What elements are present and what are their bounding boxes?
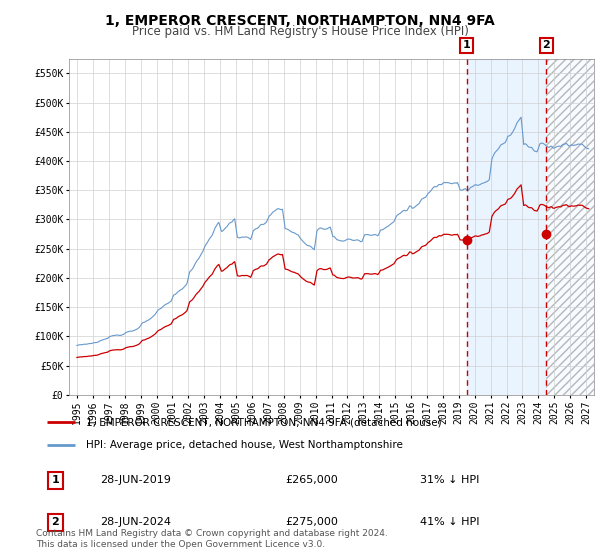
Text: 31% ↓ HPI: 31% ↓ HPI: [421, 475, 479, 485]
Text: 28-JUN-2019: 28-JUN-2019: [100, 475, 171, 485]
Text: HPI: Average price, detached house, West Northamptonshire: HPI: Average price, detached house, West…: [86, 440, 403, 450]
Text: Price paid vs. HM Land Registry's House Price Index (HPI): Price paid vs. HM Land Registry's House …: [131, 25, 469, 38]
Text: £265,000: £265,000: [286, 475, 338, 485]
Text: 2: 2: [542, 40, 550, 50]
Bar: [546, 59, 594, 395]
Text: 1, EMPEROR CRESCENT, NORTHAMPTON, NN4 9FA: 1, EMPEROR CRESCENT, NORTHAMPTON, NN4 9F…: [105, 14, 495, 28]
Text: £275,000: £275,000: [286, 517, 338, 527]
Bar: [467, 59, 546, 395]
Text: 28-JUN-2024: 28-JUN-2024: [100, 517, 171, 527]
Text: 2: 2: [52, 517, 59, 527]
Text: 1: 1: [52, 475, 59, 485]
Text: 41% ↓ HPI: 41% ↓ HPI: [420, 517, 480, 527]
Bar: [546, 59, 594, 395]
Text: 1, EMPEROR CRESCENT, NORTHAMPTON, NN4 9FA (detached house): 1, EMPEROR CRESCENT, NORTHAMPTON, NN4 9F…: [86, 417, 442, 427]
Text: Contains HM Land Registry data © Crown copyright and database right 2024.
This d: Contains HM Land Registry data © Crown c…: [36, 529, 388, 549]
Text: 1: 1: [463, 40, 470, 50]
